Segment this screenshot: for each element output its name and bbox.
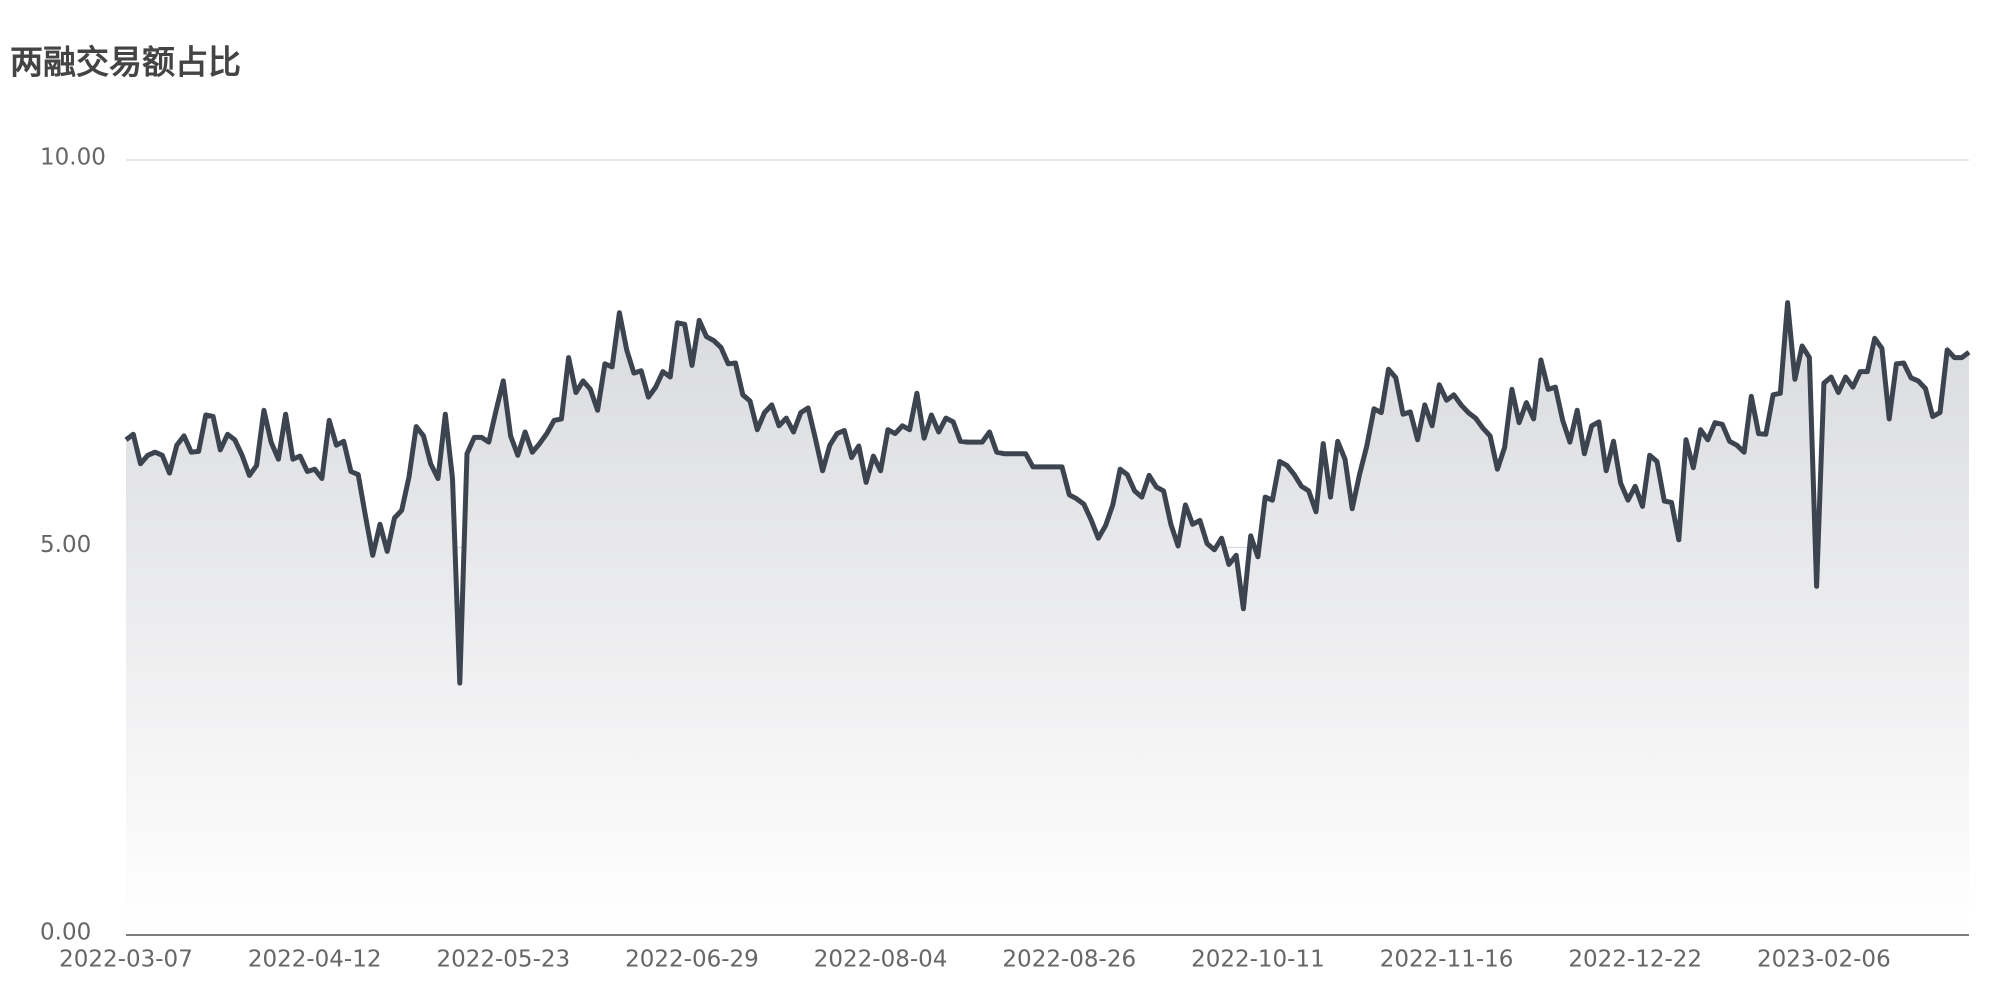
x-tick-label: 2022-11-16 (1380, 947, 1514, 973)
x-tick-label: 2022-03-07 (59, 947, 193, 973)
line (124, 300, 1971, 686)
y-tick-label: 10.00 (40, 145, 106, 171)
x-tick-label: 2022-08-04 (814, 947, 948, 973)
x-tick-label: 2023-02-06 (1757, 947, 1891, 973)
x-tick-label: 2022-05-23 (436, 947, 570, 973)
area (126, 302, 1969, 936)
x-tick-label: 2022-08-26 (1002, 947, 1136, 973)
x-tick-label: 2022-12-22 (1568, 947, 1702, 973)
chart-title: 两融交易额占比 (10, 43, 241, 82)
x-tick-label: 2022-04-12 (248, 947, 382, 973)
y-tick-label: 0.00 (40, 920, 91, 946)
x-tick-label: 2022-06-29 (625, 947, 759, 973)
x-tick-label: 2022-10-11 (1191, 947, 1325, 973)
y-tick-label: 5.00 (40, 532, 91, 558)
